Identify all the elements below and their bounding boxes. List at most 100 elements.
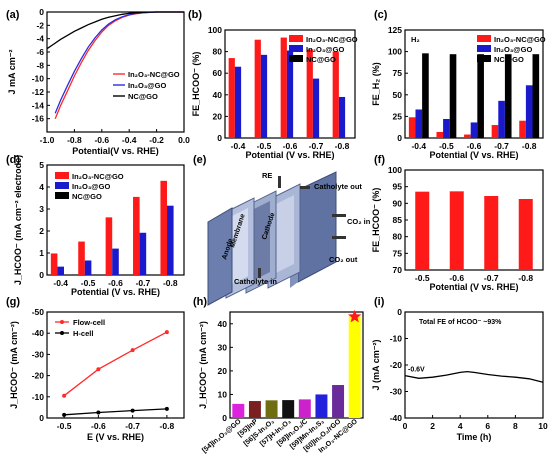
re-port: [278, 176, 281, 188]
y-tick-label: 30: [218, 342, 228, 352]
bar-in-o-go--0.7: [139, 232, 147, 275]
y-axis-label: FE_H₂ (%): [371, 62, 381, 106]
x-tick-label: -0.8: [160, 421, 175, 431]
y-axis-label: J_HCOO⁻ (mA cm⁻² electrode): [13, 155, 23, 285]
y-tick-label: -50: [32, 307, 45, 317]
x-tick-label: -1.0: [40, 135, 55, 145]
y-tick-label: -40: [32, 328, 45, 338]
x-tick-label: -0.7: [494, 141, 509, 151]
y-tick-label: -2: [36, 20, 44, 30]
x-tick-label: -0.8: [522, 141, 537, 151]
x-tick-label: 0: [403, 421, 408, 431]
bar-in-o-go--0.6: [286, 50, 294, 138]
plot-frame: [229, 311, 364, 419]
x-tick-label: 0.0: [178, 135, 190, 145]
chart-a: 0 -2 -4 -6 -8 -10 -12 -14 -16 -1.0 -0.8 -0.6 -0.4 -0.…: [7, 7, 190, 156]
bar-nc-go--0.4: [422, 53, 429, 138]
bar-3: [282, 400, 295, 418]
y-tick-label: 0: [397, 307, 402, 317]
chart-annotation: Total FE of HCOO⁻ ~93%: [419, 319, 502, 326]
x-tick-label: 4: [458, 421, 463, 431]
bar-in-o-nc-go--0.4: [228, 58, 235, 138]
catholyte-out-tube: [300, 186, 310, 189]
x-tick-label: -0.8: [67, 135, 82, 145]
legend-label: In₂O₃-NC@GO: [128, 70, 180, 79]
data-point: [130, 348, 135, 353]
series-line-in-o-go: [54, 11, 184, 114]
legend-label: NC@GO: [494, 55, 524, 64]
y-tick-label: 50: [393, 90, 403, 100]
y-tick-label: -10: [390, 334, 403, 344]
y-tick-label: 3: [39, 204, 44, 214]
y-tick-label: -12: [32, 87, 45, 97]
x-tick-label: -0.5: [257, 141, 272, 151]
y-tick-label: 0: [39, 7, 44, 17]
y-tick-label: 5: [39, 160, 44, 170]
x-tick-label: 2: [430, 421, 435, 431]
x-axis-label: Potential (V vs. RHE): [71, 287, 160, 297]
series-line-in-o-nc-go: [54, 11, 184, 119]
plot-frame: [46, 11, 185, 133]
y-tick-label: 95: [393, 182, 403, 192]
bar-in-o-nc-go--0.4: [408, 117, 416, 138]
label-catholyte-out: Catholyte out: [314, 182, 362, 191]
y-tick-label: 80: [393, 232, 403, 242]
chart-g: 0 -10 -20 -30 -40 -50 -0.5 -0.6 -0.7 -0.8 E (V vs.…: [9, 307, 185, 442]
legend-marker: [60, 331, 64, 335]
chart-f: 70 75 80 85 90 95 100 -0.5 -0.6 -0.7 -0.8Potential…: [371, 165, 544, 292]
legend-swatch: [477, 45, 491, 52]
x-tick-label: -0.7: [309, 141, 324, 151]
label-catholyte-in: Catholyte in: [234, 277, 277, 286]
x-tick-label: -0.5: [81, 278, 96, 288]
bar-in-o-go--0.4: [234, 66, 242, 138]
y-tick-label: 90: [393, 198, 403, 208]
legend-label: In₂O₃-NC@GO: [494, 35, 546, 44]
y-axis-label: FE_HCOO⁻ (%): [191, 52, 201, 117]
y-tick-label: -30: [32, 349, 45, 359]
series-line-nc-go: [46, 11, 184, 50]
y-axis-label: FE_HCOO⁻ (%): [371, 188, 381, 253]
bar-in-o-nc-go--0.6: [280, 37, 287, 139]
bar-in-o-nc-go--0.8: [160, 180, 168, 275]
legend-swatch: [289, 45, 303, 52]
y-tick-label: 0: [39, 270, 44, 280]
legend-label: In₂O₃-NC@GO: [72, 172, 124, 181]
y-tick-label: -4: [36, 34, 44, 44]
series-label: -0.6V: [408, 367, 425, 374]
bar-series--0.5: [415, 191, 430, 270]
panel-label-f: (f): [374, 154, 385, 166]
y-tick-label: 4: [39, 182, 44, 192]
x-axis-label: Potential (V vs. RHE): [429, 282, 518, 292]
x-tick-label: -0.6: [108, 278, 123, 288]
panel-label-i: (i): [374, 296, 385, 308]
plot-frame: [46, 311, 185, 419]
x-axis-label: Potential (V vs. RHE): [429, 150, 518, 160]
chart-b: 0 20 40 60 80 100 -0.4 -0.5 -0.6 -0.7 -0.8Potentia…: [191, 25, 358, 160]
bar-2: [265, 400, 278, 418]
y-tick-label: 0: [39, 413, 44, 423]
series-line-current: [404, 370, 544, 383]
x-tick-label: -0.6: [449, 273, 464, 283]
bar-nc-go--0.6: [477, 54, 484, 138]
series-line-flow-cell: [63, 331, 168, 397]
data-point: [62, 412, 67, 417]
bar-in-o-nc-go--0.5: [436, 131, 444, 138]
y-tick-label: -20: [32, 371, 45, 381]
legend-label: Flow-cell: [73, 318, 105, 327]
bar-in-o-go--0.8: [525, 85, 533, 138]
panel-label-d: (d): [6, 154, 20, 166]
chart-c: 0 25 50 75 100 125 -0.4 -0.5 -0.6 -0.7 -0.8 Potenti…: [371, 25, 546, 160]
data-point: [96, 410, 101, 415]
panel-label-h: (h): [193, 296, 207, 308]
y-tick-label: -14: [32, 100, 45, 110]
x-tick-label: -0.5: [439, 141, 454, 151]
co2-out-tube: [332, 236, 346, 239]
y-tick-label: -6: [36, 47, 44, 57]
y-tick-label: 100: [388, 165, 402, 175]
bar-in-o-nc-go--0.5: [78, 241, 85, 275]
bar-1: [248, 401, 261, 418]
x-tick-label: -0.8: [163, 278, 178, 288]
y-axis-label: J (mA cm⁻²): [371, 340, 381, 391]
bar-nc-go--0.7: [504, 54, 512, 138]
